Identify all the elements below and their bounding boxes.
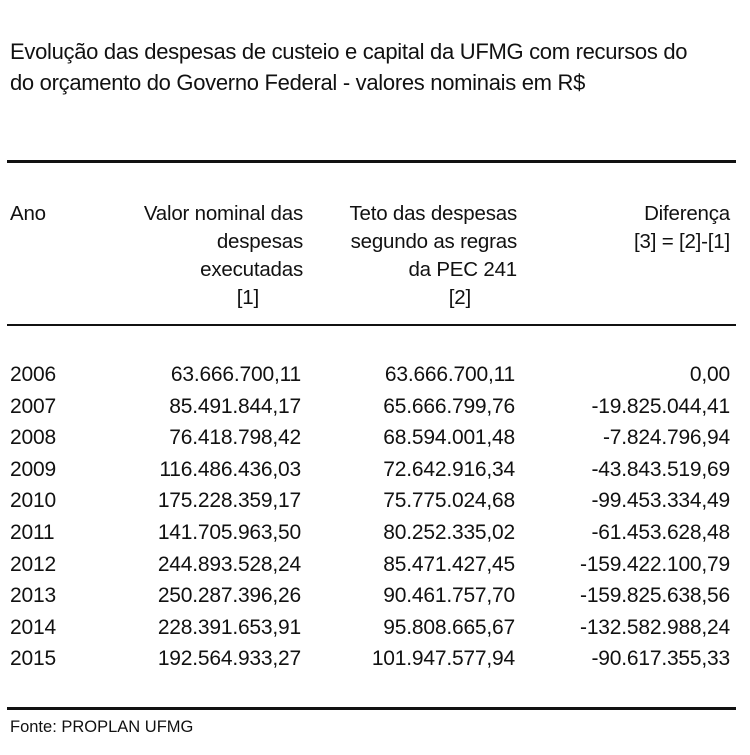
cell-ano: 2007: [10, 394, 56, 418]
header-teto: Teto das despesas segundo as regras da P…: [349, 200, 517, 312]
table-top-rule: [7, 160, 736, 163]
header-teto-line-1: Teto das despesas: [349, 202, 517, 225]
table-row: 2011 141.705.963,50 80.252.335,02 -61.45…: [0, 517, 750, 549]
header-diferenca: Diferença [3] = [2]-[1]: [634, 200, 730, 256]
table-row: 2009 116.486.436,03 72.642.916,34 -43.84…: [0, 454, 750, 486]
cell-teto: 80.252.335,02: [383, 520, 515, 544]
cell-teto: 90.461.757,70: [383, 584, 515, 608]
cell-ano: 2006: [10, 363, 56, 386]
cell-ano: 2008: [10, 426, 56, 450]
cell-valor: 228.391.653,91: [157, 615, 301, 639]
table-row: 2006 63.666.700,11 63.666.700,11 0,00: [0, 359, 750, 391]
cell-diferenca: -61.453.628,48: [591, 520, 731, 544]
cell-valor: 116.486.436,03: [159, 457, 301, 481]
cell-valor: 192.564.933,27: [157, 647, 301, 671]
cell-ano: 2013: [10, 584, 56, 608]
table-title-line-2: do orçamento do Governo Federal - valore…: [10, 70, 586, 95]
cell-diferenca: 0,00: [689, 363, 730, 386]
table-row: 2012 244.893.528,24 85.471.427,45 -159.4…: [0, 549, 750, 581]
cell-diferenca: -159.422.100,79: [580, 552, 730, 576]
header-valor-line-3: executadas: [200, 258, 303, 281]
header-valor-line-4: [1]: [236, 286, 259, 309]
cell-valor: 175.228.359,17: [157, 489, 301, 513]
table-title: Evolução das despesas de custeio e capit…: [10, 36, 740, 98]
cell-valor: 244.893.528,24: [157, 552, 301, 576]
cell-teto: 101.947.577,94: [371, 647, 515, 671]
cell-teto: 68.594.001,48: [383, 426, 515, 450]
table-bottom-rule: [7, 707, 736, 710]
header-bottom-rule: [7, 324, 736, 326]
cell-teto: 75.775.024,68: [383, 489, 515, 513]
table-row: 2013 250.287.396,26 90.461.757,70 -159.8…: [0, 580, 750, 612]
cell-ano: 2010: [10, 489, 56, 513]
table-row: 2014 228.391.653,91 95.808.665,67 -132.5…: [0, 612, 750, 644]
cell-valor: 85.491.844,17: [169, 394, 301, 418]
cell-ano: 2014: [10, 615, 56, 639]
header-valor-line-1: Valor nominal das: [143, 202, 303, 225]
source-note: Fonte: PROPLAN UFMG: [10, 718, 194, 736]
table-title-line-1: Evolução das despesas de custeio e capit…: [10, 39, 688, 64]
cell-diferenca: -159.825.638,56: [580, 584, 730, 608]
cell-diferenca: -7.824.796,94: [602, 426, 730, 450]
cell-diferenca: -132.582.988,24: [580, 615, 730, 639]
header-valor-line-2: despesas: [216, 230, 303, 253]
cell-teto: 63.666.700,11: [384, 363, 515, 386]
cell-ano: 2011: [10, 520, 55, 544]
cell-diferenca: -19.825.044,41: [591, 394, 731, 418]
header-teto-line-2: segundo as regras: [350, 230, 518, 253]
table-row: 2008 76.418.798,42 68.594.001,48 -7.824.…: [0, 422, 750, 454]
header-diferenca-line-2: [3] = [2]-[1]: [634, 230, 730, 253]
cell-valor: 63.666.700,11: [170, 363, 301, 386]
cell-ano: 2015: [10, 647, 56, 671]
header-ano: Ano: [10, 200, 46, 228]
table-row: 2007 85.491.844,17 65.666.799,76 -19.825…: [0, 391, 750, 423]
cell-teto: 72.642.916,34: [383, 457, 515, 481]
cell-teto: 95.808.665,67: [383, 615, 515, 639]
cell-diferenca: -99.453.334,49: [591, 489, 731, 513]
header-diferenca-line-1: Diferença: [644, 202, 730, 225]
cell-ano: 2009: [10, 457, 56, 481]
header-valor-nominal: Valor nominal das despesas executadas [1…: [144, 200, 303, 312]
cell-teto: 85.471.427,45: [383, 552, 515, 576]
cell-valor: 141.705.963,50: [157, 520, 301, 544]
table-body: 2006 63.666.700,11 63.666.700,11 0,00 20…: [0, 359, 750, 675]
header-teto-line-3: da PEC 241: [408, 258, 517, 281]
cell-valor: 250.287.396,26: [157, 584, 301, 608]
table-row: 2010 175.228.359,17 75.775.024,68 -99.45…: [0, 485, 750, 517]
cell-teto: 65.666.799,76: [383, 394, 515, 418]
cell-diferenca: -90.617.355,33: [591, 647, 731, 671]
header-ano-line: Ano: [10, 202, 46, 225]
cell-valor: 76.418.798,42: [169, 426, 301, 450]
table-row: 2015 192.564.933,27 101.947.577,94 -90.6…: [0, 643, 750, 675]
cell-ano: 2012: [10, 552, 56, 576]
header-teto-line-4: [2]: [448, 286, 471, 309]
cell-diferenca: -43.843.519,69: [591, 457, 731, 481]
